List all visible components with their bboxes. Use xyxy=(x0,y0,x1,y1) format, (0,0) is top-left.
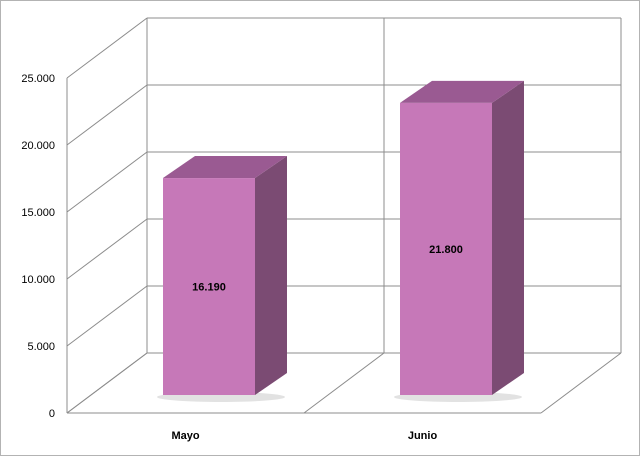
bar-front-face xyxy=(400,102,492,395)
gridlines xyxy=(66,17,621,414)
bar-top-face xyxy=(163,156,287,179)
gridline-left-wall xyxy=(66,285,148,347)
data-label-junio: 21.800 xyxy=(429,244,463,256)
gridline-left-wall xyxy=(66,352,148,414)
gridline-left-wall xyxy=(66,151,148,213)
y-tick-label: 15.000 xyxy=(21,207,55,219)
bar-junio xyxy=(394,80,524,402)
gridline-left-wall xyxy=(66,17,148,79)
bar-side-face xyxy=(492,80,524,395)
y-tick-label: 20.000 xyxy=(21,140,55,152)
y-tick-label: 5.000 xyxy=(27,341,55,353)
chart-walls xyxy=(66,18,622,414)
bars: 16.190 21.800 xyxy=(157,80,524,402)
bar-side-face xyxy=(255,156,287,395)
bar-mayo xyxy=(157,156,287,402)
gridline-left-wall xyxy=(66,218,148,280)
x-tick-label-junio: Junio xyxy=(408,430,438,442)
y-axis-ticks: 0 5.000 10.000 15.000 20.000 25.000 xyxy=(21,73,55,420)
gridline-left-wall xyxy=(66,84,148,146)
x-axis-ticks: Mayo Junio xyxy=(171,430,437,442)
data-label-mayo: 16.190 xyxy=(192,282,226,294)
floor-right-edge xyxy=(540,352,622,414)
floor-category-divider xyxy=(303,352,385,414)
y-tick-label: 10.000 xyxy=(21,274,55,286)
y-tick-label: 0 xyxy=(49,408,55,420)
bar-front-face xyxy=(163,178,255,395)
x-tick-label-mayo: Mayo xyxy=(171,430,199,442)
bar-top-face xyxy=(400,80,524,103)
y-tick-label: 25.000 xyxy=(21,73,55,85)
